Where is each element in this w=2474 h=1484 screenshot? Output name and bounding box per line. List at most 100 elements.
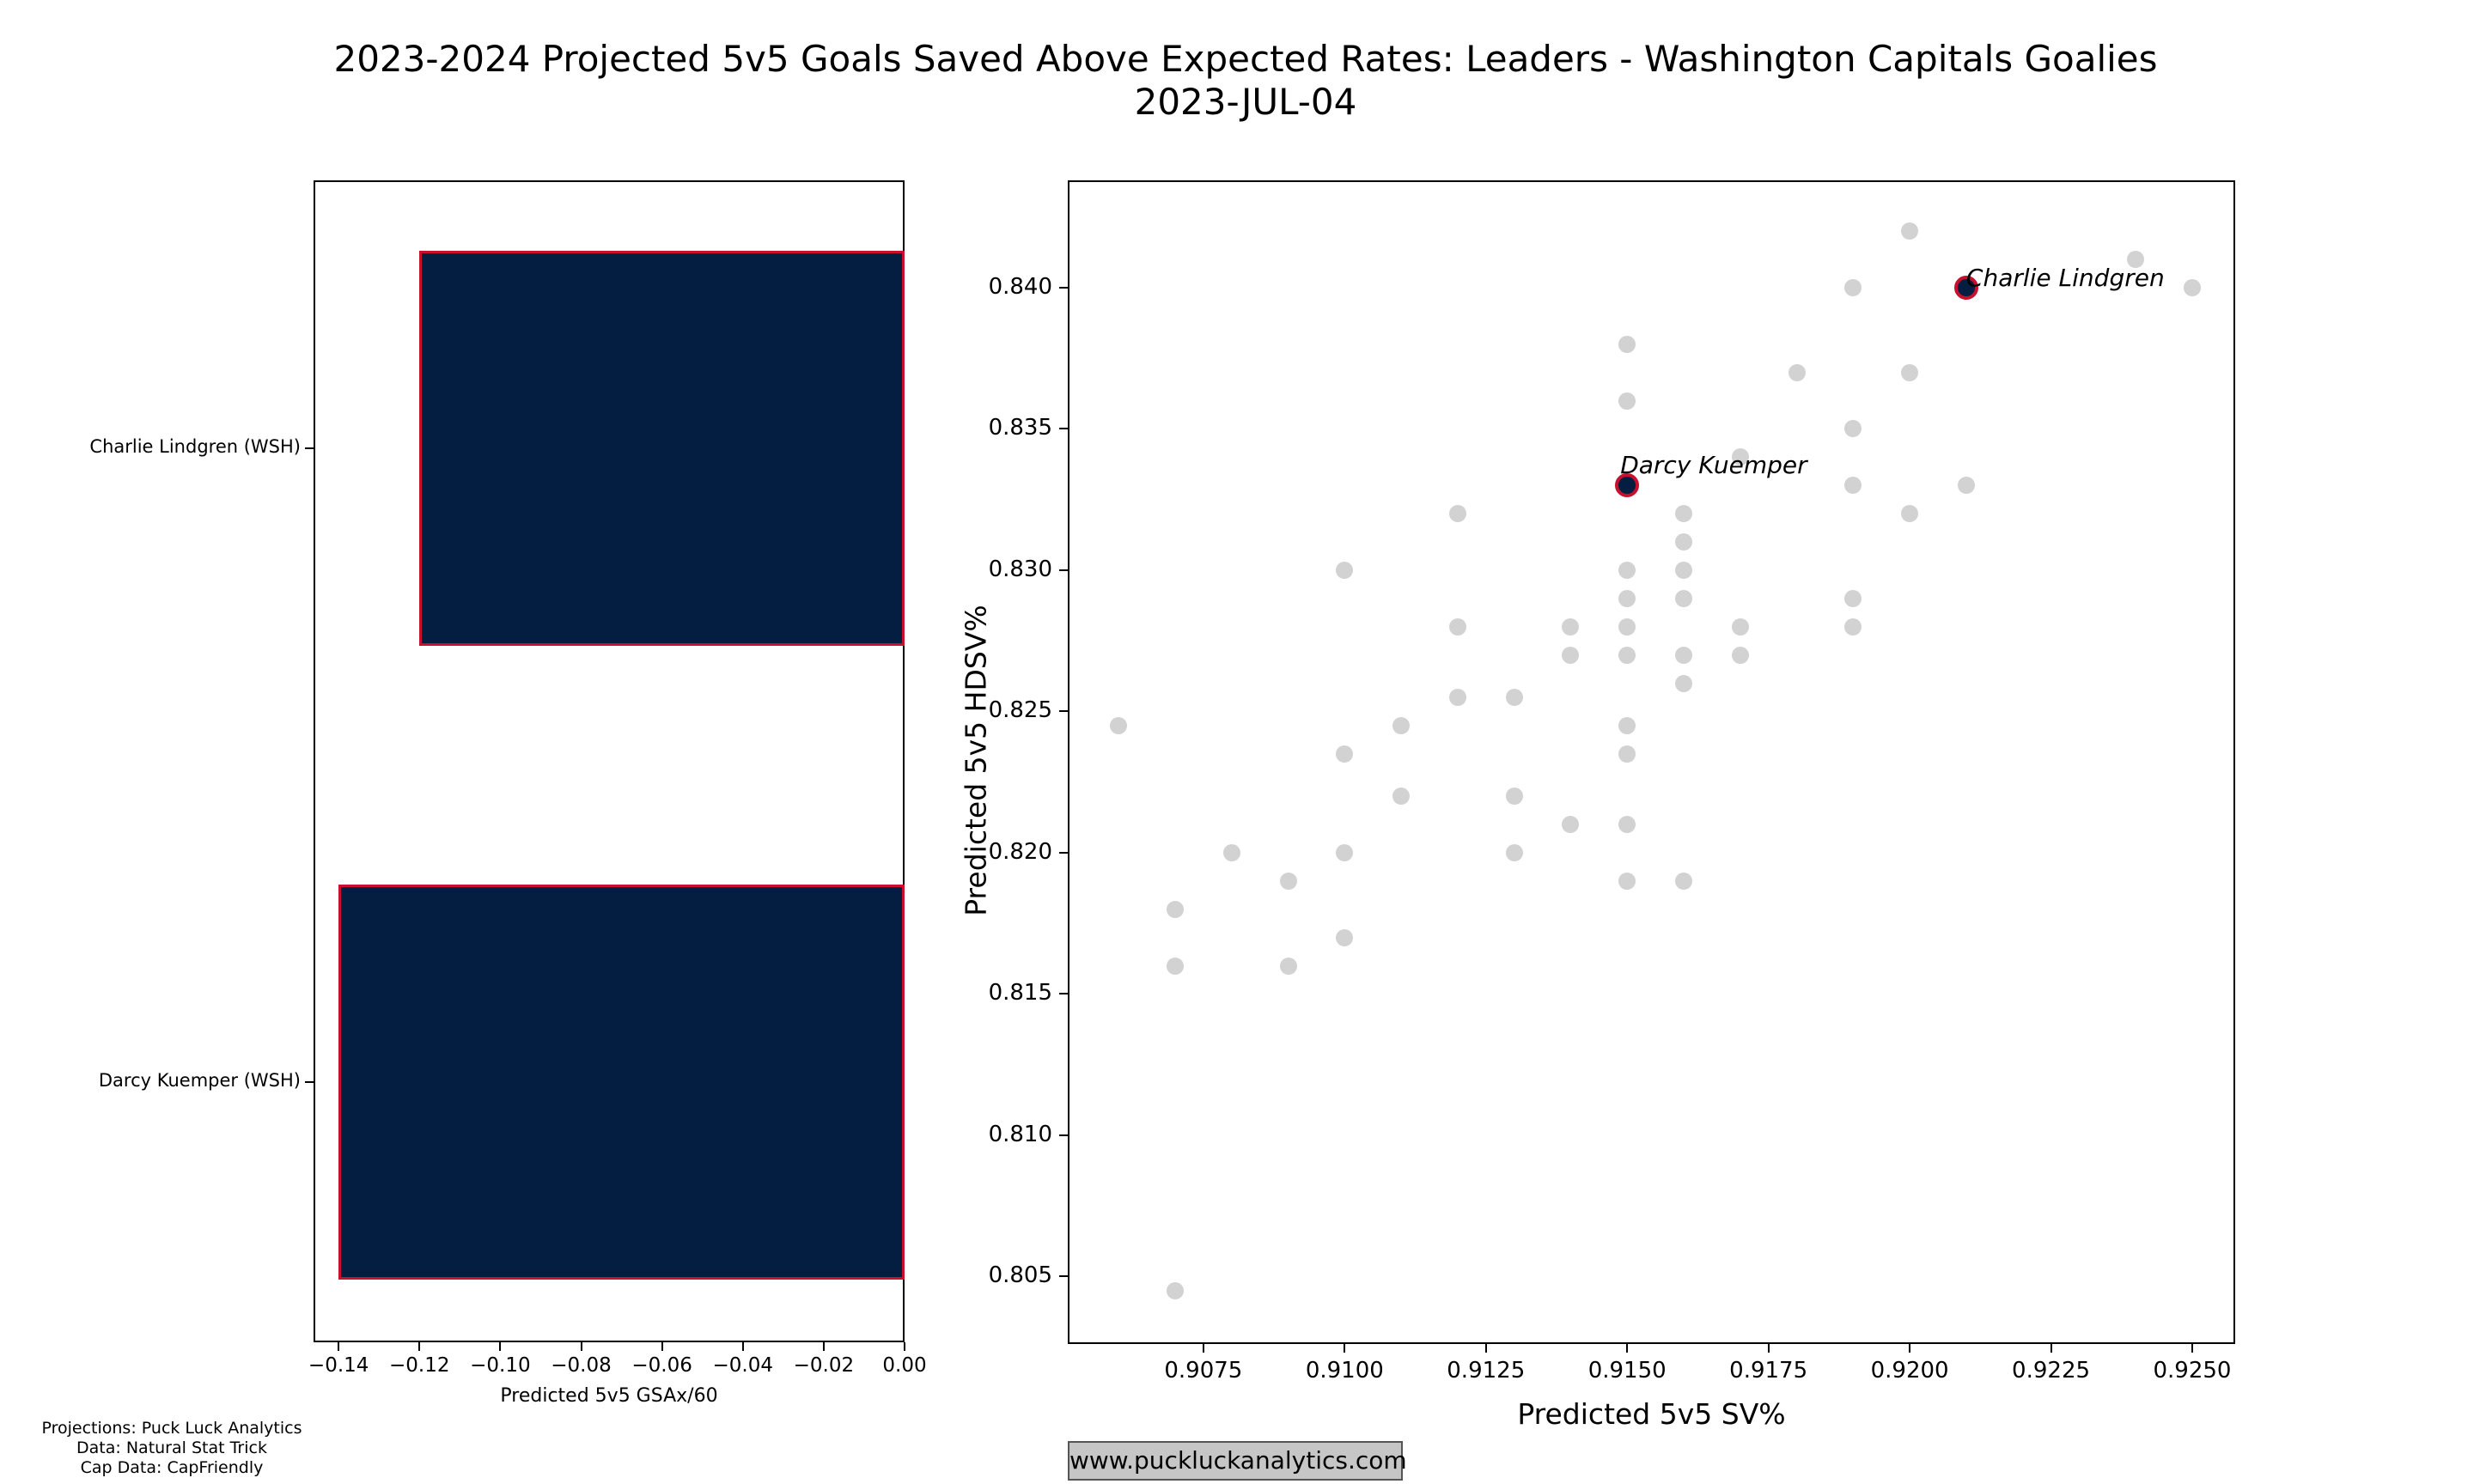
scatter-point <box>1901 363 1919 381</box>
scatter-y-tick-label: 0.835 <box>988 415 1052 441</box>
footer-credits: Projections: Puck Luck Analytics Data: N… <box>26 1419 318 1478</box>
scatter-plot-area <box>1068 180 2235 1344</box>
scatter-y-tick <box>1059 1134 1068 1136</box>
bar-x-tick <box>499 1342 502 1351</box>
scatter-point <box>1731 617 1749 636</box>
bar-x-axis-label: Predicted 5v5 GSAx/60 <box>500 1385 718 1407</box>
scatter-y-tick-label: 0.815 <box>988 980 1052 1007</box>
scatter-x-tick-label: 0.9125 <box>1447 1358 1526 1384</box>
bar-x-tick <box>904 1342 905 1351</box>
scatter-y-tick <box>1059 851 1068 854</box>
scatter-point <box>1505 843 1523 861</box>
scatter-point <box>1618 589 1636 607</box>
bar-x-tick-label: −0.08 <box>551 1354 612 1377</box>
scatter-point <box>1844 617 1862 636</box>
chart-title-line2: 2023-JUL-04 <box>1134 81 1357 123</box>
scatter-x-axis-label: Predicted 5v5 SV% <box>1517 1397 1786 1431</box>
scatter-point <box>1844 477 1862 495</box>
scatter-x-tick <box>1767 1344 1770 1353</box>
scatter-y-tick <box>1059 710 1068 713</box>
footer-credit-cap: Cap Data: CapFriendly <box>80 1458 264 1477</box>
scatter-y-axis-label: Predicted 5v5 HDSV% <box>959 604 993 916</box>
scatter-point <box>1618 561 1636 579</box>
bar-x-tick <box>338 1342 340 1351</box>
scatter-point <box>1336 928 1354 946</box>
footer-credit-data: Data: Natural Stat Trick <box>76 1438 267 1457</box>
scatter-point <box>1336 843 1354 861</box>
scatter-point <box>1166 1281 1184 1299</box>
chart-title-line1: 2023-2024 Projected 5v5 Goals Saved Abov… <box>333 38 2158 80</box>
scatter-x-tick-label: 0.9225 <box>2012 1358 2091 1384</box>
scatter-point <box>1448 689 1466 706</box>
scatter-x-tick <box>1202 1344 1204 1353</box>
bar-x-tick <box>418 1342 421 1351</box>
scatter-x-tick-label: 0.9075 <box>1164 1358 1243 1384</box>
scatter-point <box>1166 900 1184 918</box>
scatter-x-tick <box>2191 1344 2193 1353</box>
annotation-darcy-kuemper: Darcy Kuemper <box>1620 451 1807 480</box>
scatter-y-tick-label: 0.820 <box>988 838 1052 865</box>
annotation-charlie-lindgren: Charlie Lindgren <box>1965 264 2165 292</box>
scatter-point <box>1562 617 1580 636</box>
scatter-y-tick <box>1059 569 1068 571</box>
scatter-x-tick-label: 0.9100 <box>1305 1358 1384 1384</box>
footer-credit-projections: Projections: Puck Luck Analytics <box>41 1419 302 1438</box>
highlight-point-charlie-lindgren <box>1953 276 1978 300</box>
scatter-y-tick <box>1059 993 1068 995</box>
scatter-x-tick <box>1909 1344 1911 1353</box>
scatter-point <box>1562 816 1580 834</box>
scatter-point <box>1448 617 1466 636</box>
scatter-point <box>1505 788 1523 806</box>
scatter-point <box>1618 716 1636 734</box>
scatter-point <box>1674 674 1692 692</box>
scatter-point <box>1336 561 1354 579</box>
bar-x-tick-label: −0.02 <box>793 1354 855 1377</box>
bar-category-label: Darcy Kuemper (WSH) <box>98 1070 301 1091</box>
scatter-point <box>1618 392 1636 410</box>
scatter-x-tick <box>1484 1344 1487 1353</box>
scatter-x-tick <box>1626 1344 1629 1353</box>
highlight-point-darcy-kuemper <box>1615 473 1640 498</box>
chart-title: 2023-2024 Projected 5v5 Goals Saved Abov… <box>17 38 2474 124</box>
scatter-point <box>1618 617 1636 636</box>
bar-x-tick-label: 0.00 <box>882 1354 927 1377</box>
bar-x-tick-label: −0.12 <box>389 1354 450 1377</box>
scatter-y-tick <box>1059 287 1068 289</box>
scatter-point <box>1731 646 1749 664</box>
scatter-x-tick-label: 0.9250 <box>2153 1358 2232 1384</box>
scatter-y-tick-label: 0.810 <box>988 1121 1052 1147</box>
scatter-point <box>1731 448 1749 466</box>
scatter-point <box>1279 872 1297 890</box>
scatter-point <box>1448 505 1466 523</box>
scatter-point <box>1336 745 1354 763</box>
bar-y-tick <box>305 1081 314 1083</box>
scatter-point <box>1901 222 1919 240</box>
bar-y-tick <box>305 447 314 449</box>
scatter-point <box>1505 689 1523 706</box>
scatter-y-tick-label: 0.840 <box>988 274 1052 300</box>
bar-x-tick <box>661 1342 663 1351</box>
scatter-point <box>1957 477 1975 495</box>
scatter-point <box>1901 505 1919 523</box>
scatter-point <box>1844 279 1862 296</box>
bar-x-tick-label: −0.10 <box>470 1354 531 1377</box>
scatter-y-tick <box>1059 1275 1068 1278</box>
bar-x-tick-label: −0.14 <box>308 1354 369 1377</box>
scatter-point <box>1110 716 1128 734</box>
scatter-point <box>1674 589 1692 607</box>
scatter-point <box>1618 816 1636 834</box>
scatter-point <box>1222 843 1240 861</box>
scatter-point <box>1166 957 1184 975</box>
website-badge: www.puckluckanalytics.com <box>1068 1441 1407 1481</box>
scatter-y-tick-label: 0.805 <box>988 1262 1052 1289</box>
scatter-point <box>1674 533 1692 551</box>
scatter-point <box>1674 872 1692 890</box>
scatter-point <box>1674 646 1692 664</box>
scatter-point <box>1844 420 1862 438</box>
scatter-x-tick <box>2050 1344 2052 1353</box>
bar-x-tick <box>822 1342 825 1351</box>
bar-charlie-lindgren <box>419 251 905 646</box>
scatter-point <box>1618 335 1636 353</box>
scatter-point <box>1674 561 1692 579</box>
scatter-point <box>2184 279 2201 296</box>
